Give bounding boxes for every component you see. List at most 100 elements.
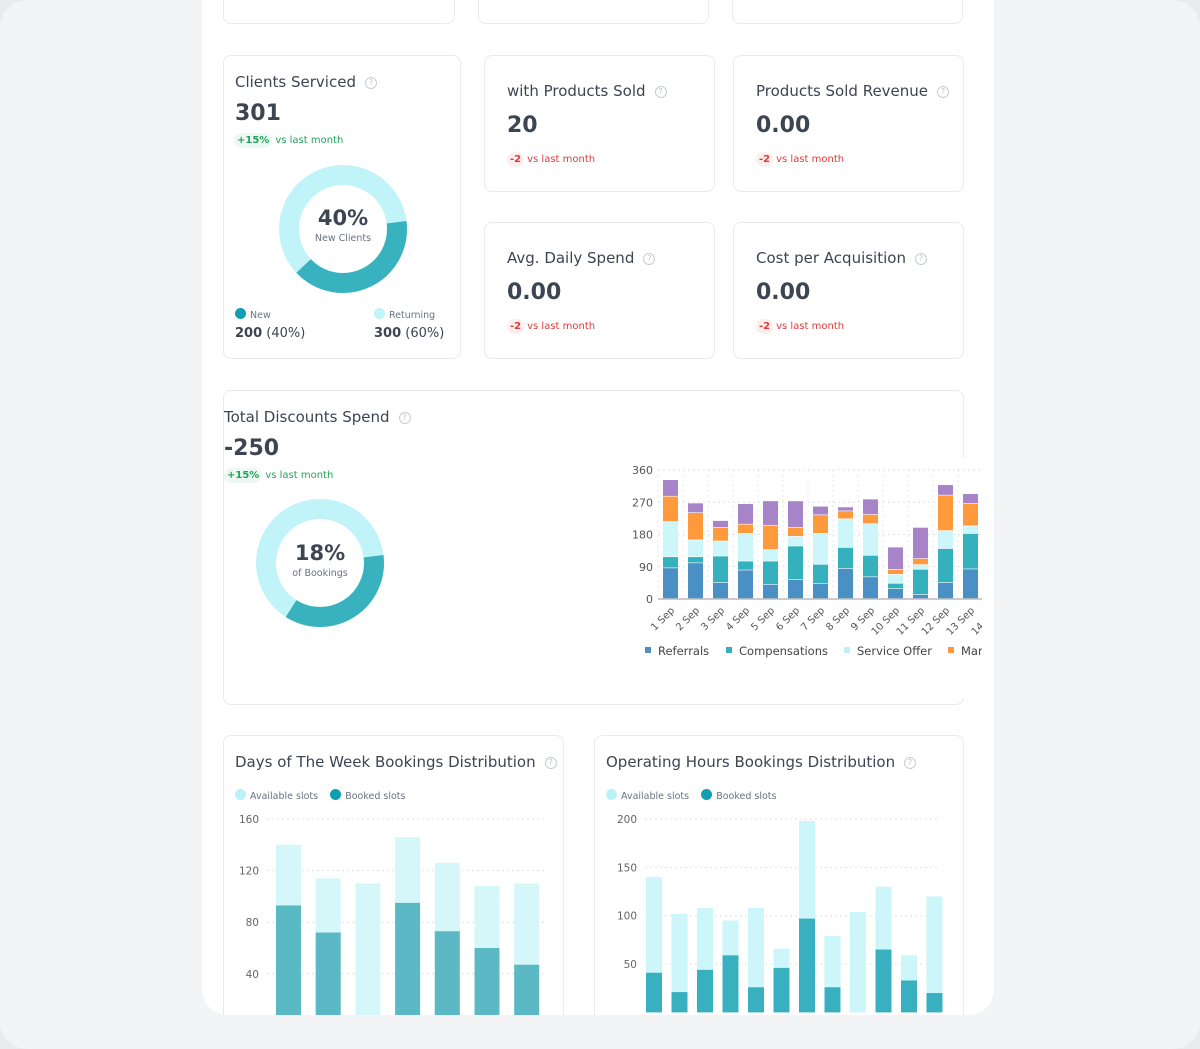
y-tick-label: 100 (617, 911, 637, 923)
bar-segment-memberships (913, 527, 928, 559)
kpi-value: 0.00 (756, 113, 811, 138)
bar-segment-service-offer (663, 521, 678, 557)
legend-value: 300 (374, 326, 402, 341)
delta-badge: -2 (756, 319, 774, 334)
card-title: Clients Serviced (235, 73, 356, 91)
bar-booked (697, 969, 713, 1013)
legend-pct: (40%) (266, 326, 306, 341)
bar-segment-compensations (838, 547, 853, 569)
delta-text: vs last month (776, 154, 845, 165)
bar-segment-memberships (663, 480, 678, 496)
bar-segment-service-offer (963, 526, 978, 534)
bar-segment-referrals (763, 584, 778, 599)
bar-booked (276, 905, 301, 1015)
y-tick-label: 160 (239, 814, 259, 826)
help-icon[interactable]: ? (904, 757, 917, 769)
donut-percent: 40% (317, 206, 369, 230)
bar-segment-service-offer (938, 530, 953, 549)
days-bar-chart: 40 80 120 160 (239, 814, 545, 1015)
y-tick-label: 360 (632, 464, 653, 477)
delta-text: vs last month (275, 135, 344, 146)
top-card-1 (223, 0, 455, 24)
chart-legend: Available slots Booked slots (606, 789, 776, 802)
bar-segment-memberships (888, 547, 903, 570)
dot-icon (606, 789, 617, 800)
x-tick-label: 2 Sep (674, 605, 702, 633)
help-icon[interactable]: ? (544, 757, 557, 769)
help-icon[interactable]: ? (914, 253, 927, 265)
bar-segment-compensations (963, 533, 978, 569)
bar-segment-memberships (738, 504, 753, 524)
help-icon[interactable]: ? (654, 86, 667, 98)
y-tick-label: 120 (239, 866, 259, 878)
bar-segment-referrals (838, 568, 853, 599)
kpi-value: 20 (507, 113, 538, 138)
dot-icon (235, 308, 246, 319)
bar-booked (799, 918, 815, 1013)
legend-label: Returning (389, 310, 436, 321)
bar-segment-referrals (888, 588, 903, 599)
y-tick-label: 180 (632, 529, 653, 542)
bar-segment-referrals (938, 582, 953, 599)
help-icon[interactable]: ? (364, 77, 377, 89)
x-tick-label: 3 Sep (699, 605, 727, 633)
bar-segment-memberships (713, 520, 728, 528)
bar-segment-manual-discount (663, 496, 678, 522)
bar-booked (514, 964, 540, 1015)
kpi-delta: -2 vs last month (756, 319, 844, 334)
help-icon[interactable]: ? (937, 86, 950, 98)
bar-segment-service-offer (888, 574, 903, 583)
bar-segment-referrals (738, 570, 753, 599)
legend-label: Manual Discount (961, 644, 982, 658)
hours-bar-chart: 50 100 150 200 (617, 814, 943, 1013)
bar-booked (671, 992, 688, 1013)
card-title: Avg. Daily Spend (507, 249, 635, 267)
help-icon[interactable]: ? (643, 253, 656, 265)
bar-booked (773, 967, 790, 1013)
clients-donut (279, 165, 407, 293)
clients-serviced-card: Clients Serviced? 301 +15% vs last month … (223, 55, 461, 359)
y-tick-label: 270 (632, 496, 653, 509)
x-tick-label: 8 Sep (824, 605, 852, 633)
card-title: Products Sold Revenue (756, 82, 929, 100)
bar-segment-memberships (838, 507, 853, 511)
card-title: Cost per Acquisition (756, 249, 906, 267)
bar-segment-manual-discount (838, 511, 853, 519)
bar-segment-manual-discount (738, 524, 753, 534)
bar-segment-manual-discount (938, 495, 953, 531)
bar-segment-service-offer (763, 549, 778, 561)
bar-segment-compensations (688, 557, 703, 563)
donut-segment (296, 220, 407, 293)
delta-badge: +15% (234, 133, 273, 148)
bar-segment-manual-discount (863, 514, 878, 524)
bar-segment-service-offer (838, 519, 853, 548)
kpi-delta: -2 vs last month (507, 319, 595, 334)
bar-segment-memberships (963, 494, 978, 504)
bar-segment-manual-discount (913, 558, 928, 565)
bar-segment-compensations (813, 564, 828, 583)
bar-segment-memberships (763, 501, 778, 525)
legend-value: 200 (235, 326, 263, 341)
discounts-value: -250 (224, 436, 280, 461)
bar-segment-referrals (663, 568, 678, 599)
bar-segment-compensations (913, 569, 928, 595)
legend-pct: (60%) (405, 326, 445, 341)
legend-swatch (844, 647, 850, 653)
delta-badge: -2 (756, 152, 774, 167)
bar-segment-referrals (913, 594, 928, 599)
bar-segment-referrals (863, 577, 878, 599)
delta-text: vs last month (527, 321, 596, 332)
legend-label: New (250, 310, 271, 321)
kpi-card: Cost per Acquisition? 0.00 -2 vs last mon… (733, 222, 964, 359)
bar-booked (748, 987, 764, 1013)
y-tick-label: 50 (624, 959, 637, 971)
bar-segment-compensations (938, 548, 953, 583)
donut-label: New Clients (314, 233, 372, 244)
bar-segment-manual-discount (813, 515, 828, 534)
clients-value: 301 (235, 101, 281, 126)
kpi-delta: -2 vs last month (507, 152, 595, 167)
help-icon[interactable]: ? (398, 412, 411, 424)
legend-swatch (948, 647, 954, 653)
bar-booked (875, 949, 892, 1013)
